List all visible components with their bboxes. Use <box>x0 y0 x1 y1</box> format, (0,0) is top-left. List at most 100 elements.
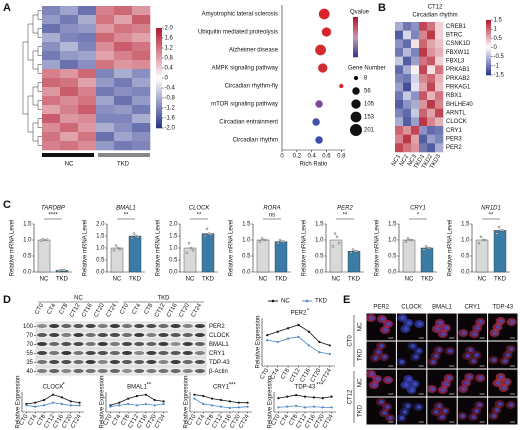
title-superscript: * <box>307 309 310 315</box>
row-label: PRKAB1 <box>446 67 470 73</box>
colorbar-segment <box>353 35 358 38</box>
protein-label: PER2 <box>209 324 225 330</box>
heatmap-cell <box>419 134 428 144</box>
band <box>170 360 181 364</box>
data-point <box>59 268 63 272</box>
micrograph <box>427 397 457 425</box>
y-tick-label: Ubiquitin mediated proteolysis <box>198 30 278 36</box>
x-tick-label: CT0 <box>271 413 282 426</box>
heatmap-cell <box>435 108 444 118</box>
heatmap-cell <box>435 82 444 92</box>
heatmap-cell <box>114 24 133 34</box>
y-axis-label: Relative mRNA Level <box>10 220 16 277</box>
colorbar-segment <box>486 72 491 74</box>
heatmap-cell <box>60 141 79 151</box>
nucleus <box>399 416 405 420</box>
bar <box>420 247 434 273</box>
nucleus <box>373 356 378 360</box>
dot <box>318 8 330 20</box>
heatmap-cell <box>60 69 79 79</box>
dendrogram <box>37 136 42 146</box>
band <box>158 324 169 328</box>
heatmap-cell <box>419 48 428 57</box>
colorbar-segment <box>156 35 162 39</box>
heatmap-cell <box>42 51 61 61</box>
chart-subtitle: Circadian rhythm <box>412 13 457 19</box>
line-marker <box>144 402 147 406</box>
dendrogram <box>27 23 33 61</box>
heatmap-cell <box>411 117 420 127</box>
band <box>146 360 157 364</box>
line-marker <box>51 393 55 396</box>
nucleus <box>369 372 374 376</box>
heatmap-cell <box>395 100 404 109</box>
band <box>73 369 84 373</box>
legend-dot <box>353 75 359 81</box>
band <box>73 342 84 346</box>
row-label: ARNTL <box>446 111 466 117</box>
nucleus <box>406 377 412 381</box>
colorbar-segment <box>486 31 491 33</box>
band <box>146 369 157 373</box>
colorbar-segment <box>156 93 162 96</box>
colorbar-tick-label: 0.8 <box>165 56 174 62</box>
title-superscript: *** <box>316 383 324 389</box>
dot <box>315 100 323 108</box>
nucleus <box>505 353 511 357</box>
colorbar-segment <box>156 65 162 69</box>
colorbar-tick-label: -1.5 <box>494 73 505 79</box>
heatmap-cell <box>395 56 404 66</box>
data-point <box>351 248 355 251</box>
line-marker <box>228 406 231 410</box>
row-label: RBX1 <box>446 93 462 99</box>
nucleus <box>508 347 514 351</box>
line-marker <box>135 404 139 407</box>
significance: ns <box>269 213 275 219</box>
data-point <box>497 225 501 229</box>
row-label: PRKAG1 <box>446 85 471 91</box>
time-label: CT0 <box>348 335 354 347</box>
x-tick-label: CT4 <box>112 413 123 426</box>
band <box>36 360 48 364</box>
band <box>182 351 193 355</box>
nucleus <box>474 353 480 357</box>
data-point <box>132 232 136 235</box>
y-tick-label: 0.0 <box>388 270 397 276</box>
data-point <box>39 239 43 242</box>
y-tick-label: 0.5 <box>388 254 397 260</box>
line-marker <box>34 405 37 408</box>
data-point <box>355 249 359 253</box>
data-point <box>331 245 335 248</box>
band <box>182 333 193 337</box>
data-point <box>264 238 268 242</box>
heatmap-cell <box>403 74 412 83</box>
band <box>170 351 181 355</box>
line-marker <box>276 330 279 333</box>
heatmap-cell <box>403 100 412 109</box>
line-marker <box>237 406 240 409</box>
heatmap-cell <box>427 108 436 118</box>
band <box>85 333 96 337</box>
panel-label: E <box>343 294 350 306</box>
line-marker <box>237 401 240 404</box>
blot-strip <box>35 321 207 331</box>
band <box>121 342 133 346</box>
data-point <box>260 237 264 240</box>
y-tick-label: 0.5 <box>96 258 105 264</box>
heatmap-cell <box>132 33 151 43</box>
heatmap-cell <box>132 96 151 106</box>
line-marker <box>246 405 249 408</box>
x-tick-label: CT0 <box>19 413 30 426</box>
heatmap-cell <box>60 24 79 34</box>
heatmap-cell <box>96 114 115 124</box>
dendrogram <box>22 41 28 115</box>
heatmap-cell <box>403 30 412 40</box>
row-label: CSNK1D <box>446 41 471 47</box>
significance: * <box>417 213 420 219</box>
y-tick-label: 0.5 <box>461 254 470 260</box>
heatmap-cell <box>395 30 404 40</box>
heatmap-cell <box>411 82 420 92</box>
heatmap-cell <box>114 51 133 61</box>
x-tick-label: CT4 <box>280 413 291 426</box>
heatmap-cell <box>419 22 428 31</box>
